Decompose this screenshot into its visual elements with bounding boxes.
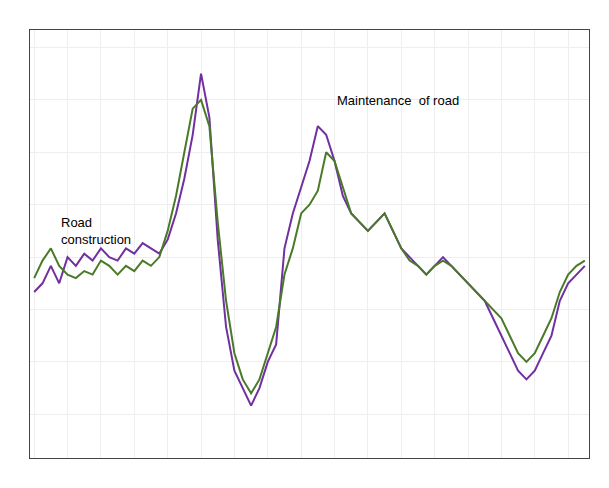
svg-text:Roadconstruction: Roadconstruction (61, 215, 131, 247)
svg-text:Maintenance of road: Maintenance of road (337, 93, 459, 108)
